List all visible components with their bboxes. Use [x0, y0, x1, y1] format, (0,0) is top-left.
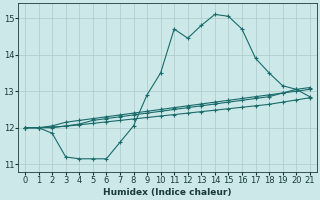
X-axis label: Humidex (Indice chaleur): Humidex (Indice chaleur) [103, 188, 232, 197]
